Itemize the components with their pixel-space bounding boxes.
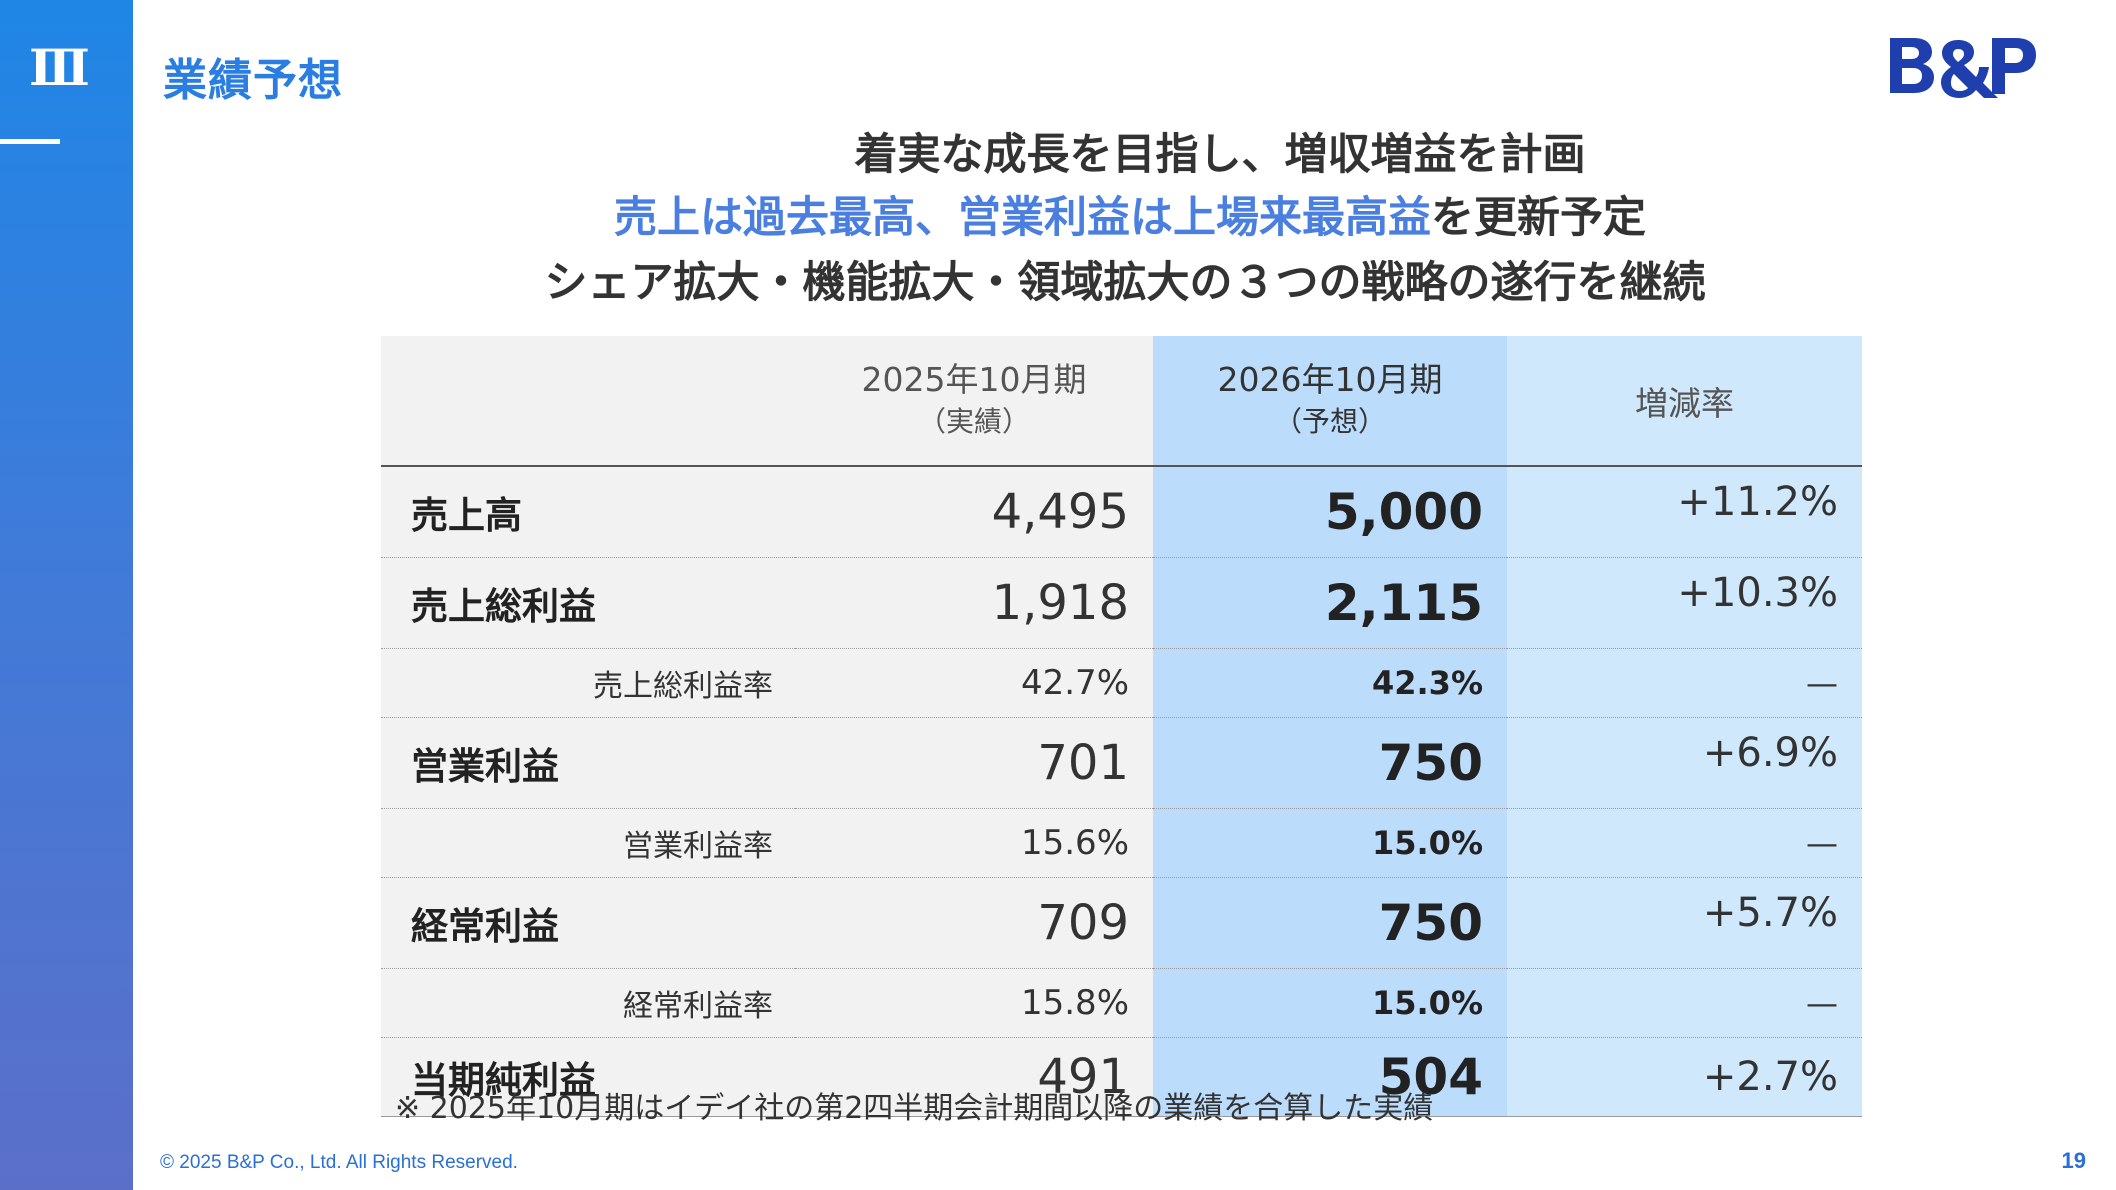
section-number: Ⅲ [29, 38, 90, 97]
headline-line-3: シェア拡大・機能拡大・領域拡大の３つの戦略の遂行を継続 [544, 258, 1706, 308]
prev-value: 15.6% [795, 808, 1153, 878]
page-title: 業績予想 [163, 55, 343, 106]
headline-line-2: 売上は過去最高、営業利益は上場来最高益を更新予定 [540, 183, 1720, 245]
forecast-table: 2025年10月期 （実績） 2026年10月期 （予想） 増減率 売上高 4,… [381, 336, 1862, 1117]
header-change-rate: 増減率 [1507, 336, 1862, 467]
table-row: 経常利益率 15.8% 15.0% — [381, 968, 1862, 1038]
forecast-value: 750 [1153, 877, 1507, 969]
headline-highlight: 売上は過去最高、営業利益は上場来最高益 [614, 193, 1431, 243]
copyright: © 2025 B&P Co., Ltd. All Rights Reserved… [160, 1152, 518, 1173]
forecast-value: 750 [1153, 717, 1507, 809]
footnote: ※ 2025年10月期はイデイ社の第2四半期会計期間以降の業績を合算した実績 [395, 1091, 1434, 1126]
prev-value: 4,495 [795, 466, 1153, 558]
table-row: 営業利益率 15.6% 15.0% — [381, 808, 1862, 878]
change-rate: +11.2% [1507, 466, 1862, 558]
header-forecast-period: 2026年10月期 （予想） [1153, 336, 1507, 467]
prev-value: 491 [795, 1037, 1153, 1117]
page-number: 19 [2061, 1148, 2086, 1173]
sidebar-band: Ⅲ [0, 0, 133, 1190]
prev-value: 1,918 [795, 557, 1153, 649]
change-rate: +10.3% [1507, 557, 1862, 649]
forecast-value: 42.3% [1153, 648, 1507, 718]
change-rate: +6.9% [1507, 717, 1862, 809]
change-rate: — [1507, 808, 1862, 878]
section-divider [0, 139, 60, 144]
table-row: 売上高 4,495 5,000 +11.2% [381, 466, 1862, 558]
forecast-value: 5,000 [1153, 466, 1507, 558]
table-row: 営業利益 701 750 +6.9% [381, 717, 1862, 809]
row-label: 売上高 [381, 466, 795, 558]
prev-value: 709 [795, 877, 1153, 969]
prev-value: 42.7% [795, 648, 1153, 718]
table-row: 経常利益 709 750 +5.7% [381, 877, 1862, 969]
row-label: 営業利益率 [381, 808, 795, 878]
change-rate: — [1507, 968, 1862, 1038]
change-rate: +2.7% [1507, 1037, 1862, 1117]
forecast-value: 15.0% [1153, 968, 1507, 1038]
change-rate: +5.7% [1507, 877, 1862, 969]
forecast-value: 15.0% [1153, 808, 1507, 878]
headline-line-1: 着実な成長を目指し、増収増益を計画 [854, 130, 1586, 180]
prev-value: 15.8% [795, 968, 1153, 1038]
header-blank [381, 336, 795, 467]
row-label: 売上総利益 [381, 557, 795, 649]
headline-line-2-rest: を更新予定 [1431, 193, 1646, 243]
row-label: 売上総利益率 [381, 648, 795, 718]
table-row: 売上総利益率 42.7% 42.3% — [381, 648, 1862, 718]
forecast-value: 2,115 [1153, 557, 1507, 649]
row-label: 経常利益率 [381, 968, 795, 1038]
forecast-value: 504 [1153, 1037, 1507, 1117]
table-row: 売上総利益 1,918 2,115 +10.3% [381, 557, 1862, 649]
row-label: 当期純利益 [381, 1037, 795, 1117]
prev-value: 701 [795, 717, 1153, 809]
table-header-row: 2025年10月期 （実績） 2026年10月期 （予想） 増減率 [381, 336, 1862, 467]
change-rate: — [1507, 648, 1862, 718]
row-label: 経常利益 [381, 877, 795, 969]
table-row: 当期純利益 491 504 +2.7% [381, 1037, 1862, 1117]
bp-logo [1890, 38, 2036, 98]
row-label: 営業利益 [381, 717, 795, 809]
header-prev-period: 2025年10月期 （実績） [795, 336, 1153, 467]
